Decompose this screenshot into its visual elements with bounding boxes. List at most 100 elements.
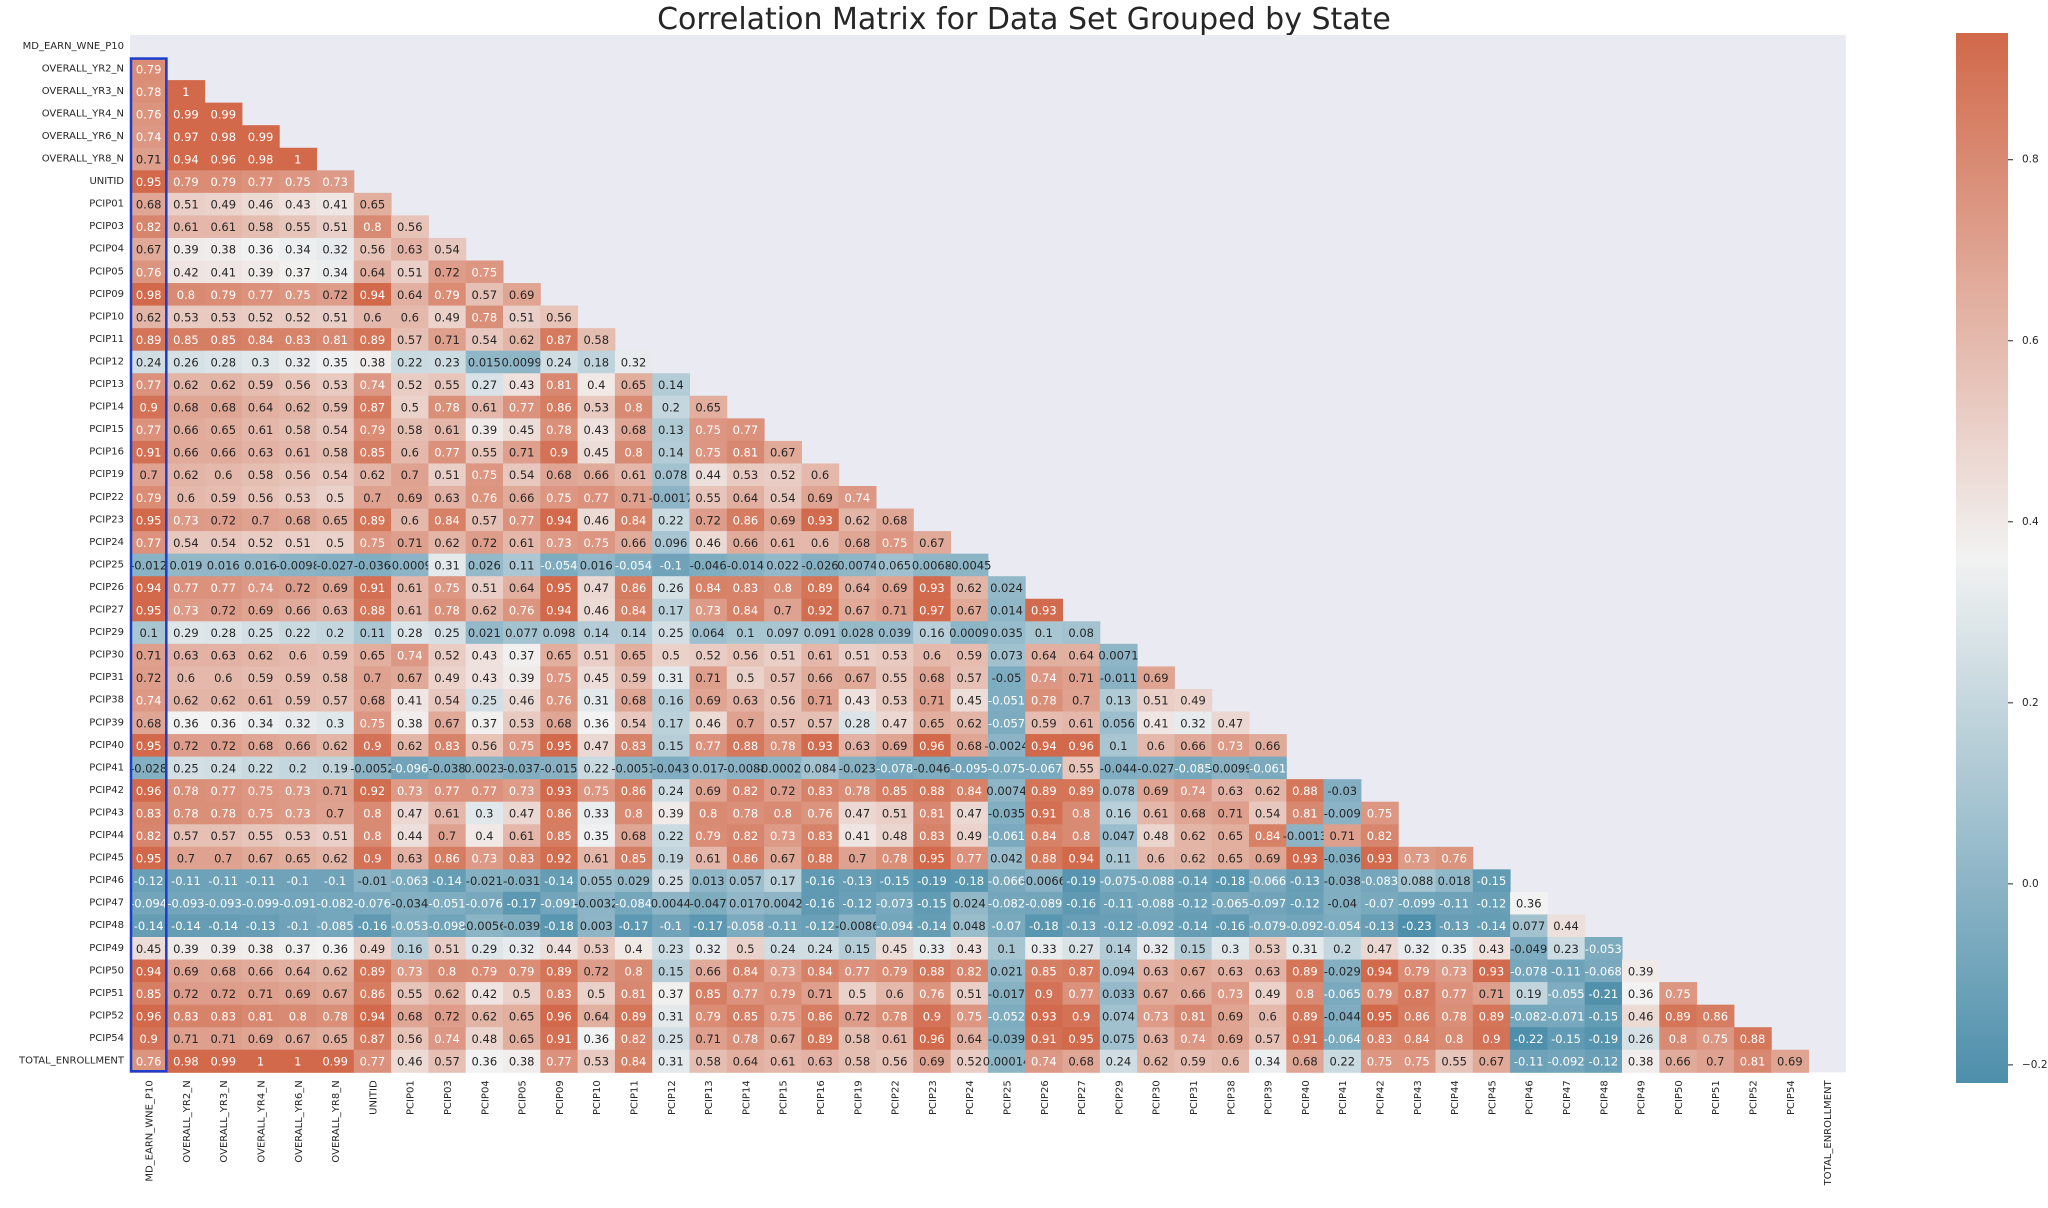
cell-value-label: -0.078	[1510, 964, 1547, 978]
cell-value-label: -0.11	[1514, 1055, 1544, 1069]
x-tick-label: PCIP46	[1525, 1080, 1536, 1115]
cell-value-label: 0.0074	[837, 558, 877, 572]
cell-value-label: 0.77	[248, 288, 274, 302]
y-tick-label: PCIP05	[89, 266, 124, 277]
heatmap-cell	[204, 215, 243, 239]
heatmap-cell	[614, 440, 653, 464]
cell-value-label: 0.62	[1180, 852, 1206, 866]
cell-value-label: -0.052	[988, 1009, 1025, 1023]
cell-value-label: 0.88	[1740, 1032, 1766, 1046]
cell-value-label: 0.77	[434, 784, 460, 798]
cell-value-label: 0.63	[845, 739, 871, 753]
heatmap-cell	[764, 508, 802, 532]
cell-value-label: 0.75	[1404, 1055, 1430, 1069]
cell-value-label: 0.0071	[1098, 649, 1138, 663]
cell-value-label: -0.023	[839, 761, 876, 775]
cell-value-label: 0.91	[546, 1032, 572, 1046]
cell-value-label: 0.71	[695, 1032, 721, 1046]
cell-value-label: 0.75	[434, 581, 460, 595]
cell-value-label: 0.6	[363, 310, 381, 324]
cell-value-label: -0.12	[1290, 897, 1320, 911]
cell-value-label: 0.5	[736, 942, 754, 956]
cell-value-label: 0.077	[1512, 919, 1545, 933]
heatmap-cell	[241, 463, 280, 487]
heatmap-cell	[838, 486, 877, 510]
heatmap-cell	[241, 440, 280, 464]
cell-value-label: 0.8	[624, 446, 642, 460]
heatmap-cell	[167, 125, 206, 149]
cell-value-label: 0.098	[542, 626, 575, 640]
cell-value-label: 0.017	[729, 897, 762, 911]
cell-value-label: 0.71	[434, 333, 460, 347]
cell-value-label: 0.48	[472, 1032, 498, 1046]
heatmap-cell	[279, 463, 317, 487]
cell-value-label: 0.88	[919, 964, 945, 978]
cell-value-label: -0.038	[429, 761, 466, 775]
cell-value-label: 0.71	[397, 536, 423, 550]
cell-value-label: 0.79	[210, 288, 236, 302]
cell-value-label: 0.53	[173, 310, 199, 324]
cell-value-label: 0.43	[472, 649, 498, 663]
cell-value-label: 0.091	[804, 626, 837, 640]
heatmap-cell	[241, 305, 280, 329]
cell-value-label: 0.8	[624, 806, 642, 820]
cell-value-label: 0.2	[289, 761, 307, 775]
heatmap-cell	[428, 283, 467, 307]
x-tick-label: PCIP03	[443, 1080, 454, 1115]
cell-value-label: 0.59	[285, 694, 311, 708]
x-tick-label: PCIP15	[779, 1080, 790, 1115]
y-tick-label: PCIP41	[89, 762, 124, 773]
cell-value-label: 0.75	[546, 671, 572, 685]
cell-value-label: 0.95	[136, 739, 162, 753]
heatmap-cell	[465, 260, 504, 284]
cell-value-label: 0.63	[1255, 964, 1281, 978]
cell-value-label: 0.55	[882, 671, 908, 685]
cell-value-label: 0.064	[692, 626, 725, 640]
cell-value-label: 0.65	[322, 513, 348, 527]
x-tick-label: TOTAL_ENROLLMENT	[1823, 1079, 1834, 1186]
cell-value-label: 0.58	[845, 1055, 871, 1069]
cell-value-label: -0.13	[1365, 919, 1395, 933]
cell-value-label: 0.49	[360, 942, 386, 956]
cell-value-label: -0.017	[988, 987, 1025, 1001]
cell-value-label: 0.23	[1553, 942, 1579, 956]
heatmap-cell	[167, 260, 206, 284]
cell-value-label: 0.93	[919, 581, 945, 595]
heatmap-cell	[353, 395, 392, 419]
heatmap-cell	[130, 260, 168, 284]
cell-value-label: 0.84	[807, 964, 833, 978]
y-tick-label: PCIP29	[89, 627, 124, 638]
cell-value-label: 0.31	[434, 558, 460, 572]
cell-value-label: 0.57	[434, 1055, 460, 1069]
heatmap-cell	[130, 192, 168, 216]
cell-value-label: -0.17	[507, 897, 537, 911]
heatmap-cell	[130, 486, 168, 510]
cell-value-label: 0.79	[695, 1009, 721, 1023]
cell-value-label: 0.91	[1292, 1032, 1318, 1046]
cell-value-label: 0.0074	[986, 784, 1026, 798]
heatmap-cell	[689, 508, 728, 532]
cell-value-label: 0.7	[1072, 694, 1090, 708]
cell-value-label: 0.27	[1068, 942, 1094, 956]
x-tick-label: PCIP12	[667, 1080, 678, 1115]
cell-value-label: -0.15	[1551, 1032, 1581, 1046]
cell-value-label: 0.25	[658, 874, 684, 888]
cell-value-label: 0.48	[1143, 829, 1169, 843]
cell-value-label: 0.6	[177, 671, 195, 685]
cell-value-label: 0.25	[658, 626, 684, 640]
heatmap-cell	[391, 463, 429, 487]
cell-value-label: 0.73	[285, 806, 311, 820]
cell-value-label: 0.56	[770, 694, 796, 708]
cell-value-label: 0.74	[360, 378, 386, 392]
y-tick-label: PCIP45	[89, 853, 124, 864]
cell-value-label: 0.54	[1255, 806, 1281, 820]
cell-value-label: 0.94	[360, 1009, 386, 1023]
heatmap-cell	[428, 350, 467, 374]
heatmap-cell	[279, 486, 317, 510]
cell-value-label: 0.53	[210, 310, 236, 324]
cell-value-label: 0.57	[956, 671, 982, 685]
cell-value-label: -0.095	[951, 761, 988, 775]
cell-value-label: 0.65	[322, 1032, 348, 1046]
cell-value-label: 0.74	[845, 491, 871, 505]
x-tick-label: PCIP31	[1189, 1080, 1200, 1115]
